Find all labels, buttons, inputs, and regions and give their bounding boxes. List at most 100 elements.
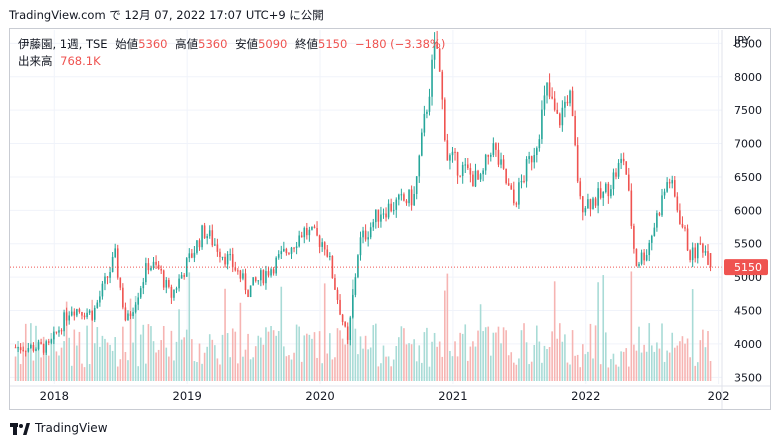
- volume-bar: [81, 363, 83, 381]
- candle-body: [14, 347, 17, 349]
- candle-body: [469, 168, 472, 175]
- close-label: 終値: [295, 37, 318, 51]
- volume-bar: [168, 356, 170, 381]
- candle-body: [699, 243, 702, 245]
- candle-body: [211, 230, 214, 246]
- y-tick-label: 5500: [734, 238, 762, 251]
- volume-bar: [694, 365, 697, 381]
- candle-body: [625, 161, 628, 175]
- candle-body: [145, 263, 147, 283]
- volume-bar: [127, 360, 129, 381]
- candle-body: [318, 235, 321, 247]
- candle-body: [558, 113, 561, 126]
- candle-body: [63, 312, 65, 332]
- volume-bar: [175, 341, 178, 381]
- candle-body: [55, 331, 58, 333]
- candle-body: [254, 277, 257, 281]
- volume-bar: [454, 341, 456, 381]
- volume-bar: [142, 324, 145, 381]
- candle-body: [193, 252, 196, 258]
- candle-body: [380, 214, 382, 222]
- volume-bar: [607, 367, 610, 381]
- volume-bar: [83, 367, 86, 381]
- volume-bar: [96, 327, 99, 381]
- volume-bar: [410, 344, 413, 381]
- volume-bar: [566, 362, 569, 381]
- candle-body: [298, 235, 300, 247]
- candle-body: [661, 195, 663, 216]
- volume-bar: [124, 352, 127, 381]
- candle-body: [633, 225, 635, 249]
- volume-bar: [461, 333, 464, 381]
- volume-bar: [214, 345, 216, 381]
- candle-body: [392, 209, 395, 212]
- volume-bar: [193, 361, 196, 381]
- candle-body: [505, 168, 507, 184]
- volume-bar: [395, 345, 398, 381]
- candle-body: [553, 98, 556, 110]
- candle-body: [533, 154, 536, 163]
- candle-body: [610, 189, 612, 197]
- volume-bar: [587, 351, 589, 381]
- candle-body: [185, 258, 188, 277]
- candle-body: [219, 251, 221, 258]
- candle-body: [334, 278, 336, 290]
- candle-body: [398, 194, 400, 200]
- volume-bar: [70, 365, 73, 381]
- candle-body: [323, 242, 326, 250]
- candle-body: [331, 256, 334, 279]
- volume-bar: [533, 345, 536, 381]
- candle-body: [168, 280, 170, 287]
- candle-body: [155, 261, 157, 265]
- volume-bar: [293, 352, 295, 381]
- volume-bar: [497, 326, 500, 381]
- candle-body: [336, 289, 339, 300]
- volume-bar: [119, 359, 122, 381]
- candle-body: [104, 276, 106, 284]
- candle-body: [32, 344, 35, 351]
- candle-body: [357, 255, 359, 278]
- candle-body: [293, 247, 295, 249]
- candle-body: [689, 250, 691, 261]
- candle-body: [50, 339, 53, 343]
- candle-body: [658, 213, 661, 216]
- top-bar: TradingView.com で 12月 07, 2022 17:07 UTC…: [0, 0, 780, 28]
- candle-body: [247, 290, 249, 297]
- candle-body: [615, 172, 617, 177]
- volume-bar: [650, 345, 653, 381]
- volume-bar: [645, 351, 648, 381]
- volume-bar: [162, 325, 165, 381]
- volume-bar: [313, 332, 316, 381]
- footer-brand[interactable]: TradingView: [10, 421, 108, 435]
- volume-bar: [500, 343, 502, 381]
- volume-bar: [341, 338, 344, 381]
- volume-bar: [68, 337, 70, 381]
- candle-body: [201, 225, 203, 248]
- candle-body: [418, 155, 421, 177]
- candle-body: [160, 268, 162, 271]
- candle-body: [341, 314, 344, 322]
- candle-body: [229, 254, 231, 256]
- volume-bar: [428, 366, 431, 381]
- candle-body: [576, 145, 579, 182]
- candle-body: [653, 227, 656, 237]
- volume-bar: [548, 346, 551, 381]
- volume-bar: [275, 335, 277, 381]
- volume-bar: [513, 362, 515, 381]
- candle-body: [116, 248, 119, 278]
- candle-body: [592, 198, 594, 210]
- candle-body: [221, 256, 224, 258]
- candle-body: [76, 309, 78, 316]
- candle-body: [367, 237, 369, 240]
- volume-bar: [221, 334, 224, 381]
- volume-bar: [390, 366, 392, 381]
- candle-body: [203, 225, 206, 239]
- open-value: 5360: [138, 37, 168, 51]
- candle-body: [479, 174, 482, 180]
- candle-body: [106, 276, 109, 278]
- candle-body: [124, 307, 127, 321]
- candle-body: [691, 247, 694, 261]
- candle-body: [93, 307, 96, 320]
- volume-bar: [510, 352, 513, 381]
